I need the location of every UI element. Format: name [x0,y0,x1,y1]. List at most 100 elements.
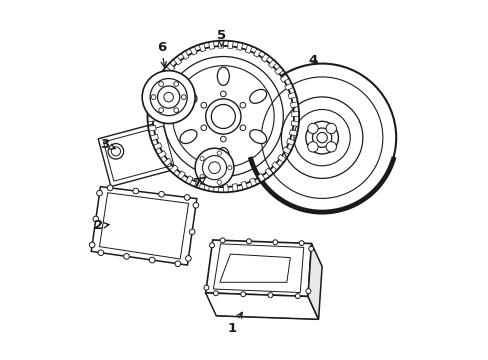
Polygon shape [150,134,158,141]
Polygon shape [148,125,156,131]
Circle shape [272,240,277,245]
Polygon shape [98,121,179,186]
Polygon shape [307,243,322,319]
Polygon shape [236,42,243,50]
Polygon shape [203,183,209,191]
Polygon shape [199,43,205,52]
Circle shape [305,121,338,154]
Polygon shape [169,165,178,174]
Polygon shape [189,46,197,55]
Circle shape [240,125,245,131]
Circle shape [173,82,178,86]
Polygon shape [219,254,290,282]
Circle shape [200,175,204,179]
Text: 5: 5 [217,29,225,46]
Circle shape [142,71,195,123]
Polygon shape [173,56,182,65]
Polygon shape [290,121,298,126]
Ellipse shape [180,130,197,144]
Polygon shape [264,168,273,177]
Circle shape [220,136,225,142]
Polygon shape [223,185,228,192]
Circle shape [151,95,156,99]
Circle shape [107,185,113,191]
Polygon shape [185,176,193,185]
Circle shape [307,141,318,152]
Circle shape [158,192,164,197]
Circle shape [325,141,336,152]
Text: 3: 3 [101,138,115,151]
Circle shape [93,216,99,222]
Polygon shape [241,181,247,190]
Circle shape [220,91,225,97]
Circle shape [185,256,191,261]
Circle shape [173,108,178,113]
Polygon shape [155,78,163,86]
Polygon shape [271,162,280,170]
Polygon shape [287,92,296,99]
Polygon shape [227,41,233,49]
Circle shape [97,190,102,196]
Polygon shape [284,83,293,90]
Polygon shape [157,151,166,159]
Polygon shape [160,70,169,78]
Circle shape [217,151,221,155]
Circle shape [181,95,186,99]
Circle shape [208,162,220,174]
Text: 4: 4 [308,54,317,67]
Polygon shape [245,45,252,53]
Text: 7: 7 [192,177,205,190]
Polygon shape [205,293,318,319]
Polygon shape [149,97,157,103]
Circle shape [209,243,214,248]
Polygon shape [213,184,219,192]
Circle shape [307,123,318,134]
Polygon shape [280,75,288,82]
Circle shape [201,102,206,108]
Polygon shape [257,174,265,182]
Text: 2: 2 [93,219,109,232]
Circle shape [175,261,180,266]
Polygon shape [277,154,286,163]
Polygon shape [290,102,298,108]
Circle shape [201,125,206,131]
Circle shape [184,195,190,200]
Circle shape [211,104,235,129]
Polygon shape [261,53,269,62]
Polygon shape [194,180,201,188]
Circle shape [240,102,245,108]
Polygon shape [291,112,299,117]
Circle shape [149,257,155,263]
Polygon shape [218,41,223,48]
Polygon shape [205,240,311,296]
Circle shape [305,289,310,294]
Circle shape [200,157,204,161]
Circle shape [227,166,231,170]
Polygon shape [253,49,261,57]
Circle shape [108,144,123,159]
Circle shape [111,147,120,156]
Polygon shape [208,41,214,49]
Polygon shape [274,67,283,75]
Circle shape [246,239,251,244]
Polygon shape [163,158,171,167]
Polygon shape [282,147,291,154]
Circle shape [163,92,173,102]
Circle shape [193,202,198,208]
Circle shape [312,128,331,147]
Ellipse shape [249,130,266,144]
Text: 1: 1 [227,312,242,335]
Ellipse shape [180,89,197,103]
Circle shape [247,64,395,212]
Polygon shape [153,143,162,150]
Circle shape [240,292,245,297]
Polygon shape [147,117,155,121]
Circle shape [159,82,163,86]
Circle shape [267,293,272,298]
Polygon shape [181,51,189,60]
Polygon shape [166,63,175,71]
Circle shape [203,285,208,290]
Polygon shape [151,87,160,94]
Circle shape [147,40,299,193]
Text: 6: 6 [157,41,166,67]
